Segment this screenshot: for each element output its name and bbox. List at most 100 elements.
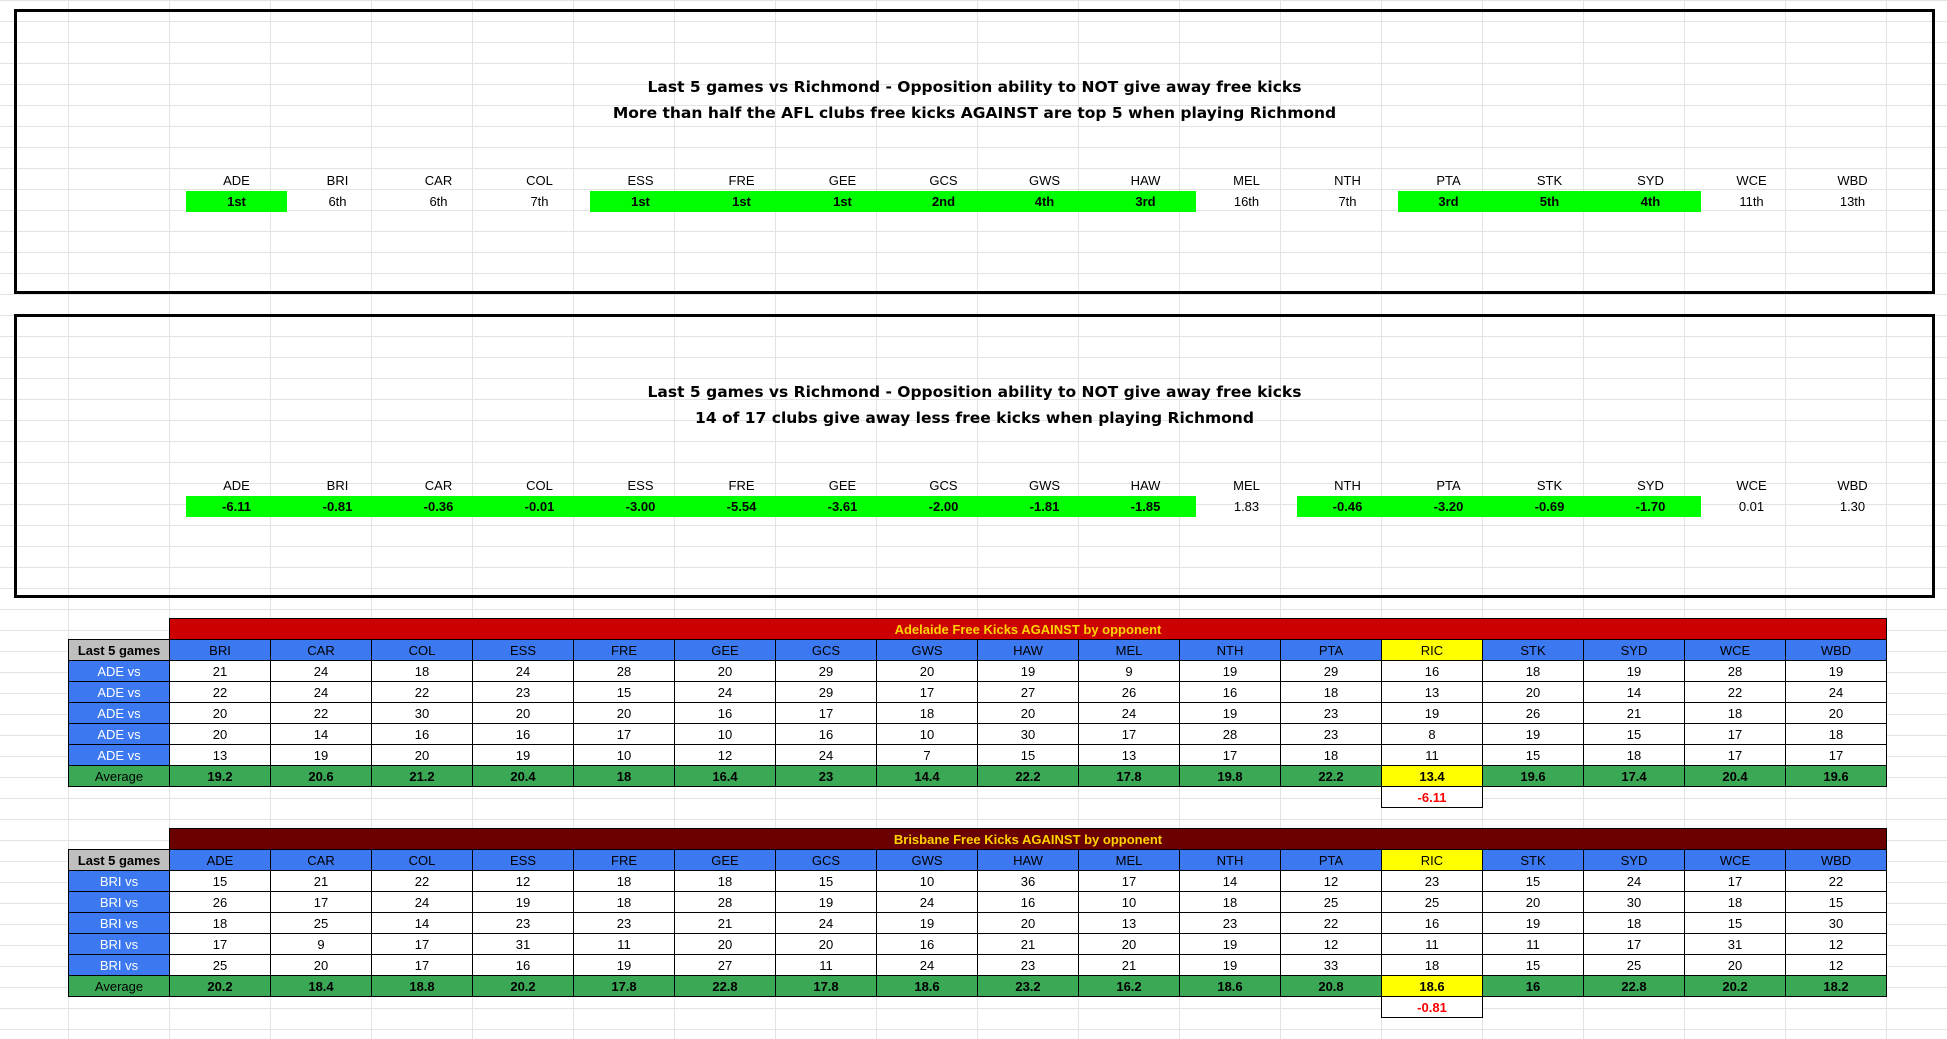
data-cell[interactable]: 15	[1482, 870, 1584, 892]
club-value-cell[interactable]: 0.01	[1738, 499, 1765, 514]
richmond-difference-cell[interactable]: -0.81	[1381, 996, 1483, 1018]
column-header[interactable]: COL	[371, 849, 473, 871]
data-cell[interactable]: 10	[573, 744, 675, 766]
data-cell[interactable]: 22	[1684, 681, 1786, 703]
data-cell[interactable]: 22	[371, 870, 473, 892]
data-cell[interactable]: 24	[371, 891, 473, 913]
data-cell[interactable]: 24	[270, 660, 372, 682]
data-cell[interactable]: 16	[371, 723, 473, 745]
data-cell[interactable]: 27	[674, 954, 776, 976]
data-cell[interactable]: 24	[876, 891, 978, 913]
data-cell[interactable]: 23	[1381, 870, 1483, 892]
average-label[interactable]: Average	[68, 765, 170, 787]
column-header[interactable]: CAR	[270, 849, 372, 871]
data-cell[interactable]: 17	[1078, 723, 1180, 745]
data-cell[interactable]: 16	[775, 723, 877, 745]
column-header[interactable]: ESS	[472, 849, 574, 871]
column-header[interactable]: NTH	[1179, 849, 1281, 871]
column-header[interactable]: BRI	[169, 639, 271, 661]
average-cell[interactable]: 18.6	[1381, 975, 1483, 997]
data-cell[interactable]: 10	[1078, 891, 1180, 913]
column-header[interactable]: RIC	[1381, 849, 1483, 871]
data-cell[interactable]: 15	[169, 870, 271, 892]
average-cell[interactable]: 17.4	[1583, 765, 1685, 787]
data-cell[interactable]: 19	[573, 954, 675, 976]
data-cell[interactable]: 20	[876, 660, 978, 682]
data-cell[interactable]: 19	[775, 891, 877, 913]
club-value-cell[interactable]: -3.00	[590, 496, 691, 517]
club-value-cell[interactable]: 1.30	[1839, 499, 1866, 514]
average-label[interactable]: Average	[68, 975, 170, 997]
data-cell[interactable]: 14	[270, 723, 372, 745]
club-code-cell[interactable]: WCE	[1736, 478, 1767, 493]
club-value-cell[interactable]: 16th	[1233, 194, 1260, 209]
data-cell[interactable]: 18	[573, 870, 675, 892]
average-cell[interactable]: 20.2	[1684, 975, 1786, 997]
data-cell[interactable]: 33	[1280, 954, 1382, 976]
club-code-cell[interactable]: CAR	[424, 173, 453, 188]
data-cell[interactable]: 18	[1280, 681, 1382, 703]
data-cell[interactable]: 21	[169, 660, 271, 682]
column-header[interactable]: HAW	[977, 639, 1079, 661]
data-cell[interactable]: 17	[876, 681, 978, 703]
average-cell[interactable]: 18.6	[1179, 975, 1281, 997]
data-cell[interactable]: 18	[1381, 954, 1483, 976]
data-cell[interactable]: 25	[169, 954, 271, 976]
data-cell[interactable]: 20	[1078, 933, 1180, 955]
club-code-cell[interactable]: PTA	[1436, 173, 1461, 188]
data-cell[interactable]: 12	[1280, 933, 1382, 955]
average-cell[interactable]: 14.4	[876, 765, 978, 787]
data-cell[interactable]: 21	[1078, 954, 1180, 976]
data-cell[interactable]: 15	[1785, 891, 1887, 913]
average-cell[interactable]: 22.8	[1583, 975, 1685, 997]
data-cell[interactable]: 17	[1583, 933, 1685, 955]
column-header[interactable]: PTA	[1280, 639, 1382, 661]
column-header[interactable]: MEL	[1078, 639, 1180, 661]
club-value-cell[interactable]: 7th	[530, 194, 549, 209]
average-cell[interactable]: 19.6	[1785, 765, 1887, 787]
data-cell[interactable]: 23	[977, 954, 1079, 976]
club-value-cell[interactable]: -1.70	[1600, 496, 1701, 517]
data-cell[interactable]: 20	[674, 660, 776, 682]
club-value-cell[interactable]: 2nd	[893, 191, 994, 212]
data-cell[interactable]: 17	[371, 954, 473, 976]
data-cell[interactable]: 20	[674, 933, 776, 955]
average-cell[interactable]: 18.6	[876, 975, 978, 997]
row-label[interactable]: ADE vs	[68, 660, 170, 682]
club-code-cell[interactable]: WBD	[1837, 173, 1868, 188]
club-value-cell[interactable]: 6th	[429, 194, 448, 209]
data-cell[interactable]: 19	[270, 744, 372, 766]
data-cell[interactable]: 7	[876, 744, 978, 766]
data-cell[interactable]: 20	[977, 912, 1079, 934]
data-cell[interactable]: 14	[1583, 681, 1685, 703]
club-code-cell[interactable]: CAR	[424, 478, 453, 493]
column-header[interactable]: ESS	[472, 639, 574, 661]
data-cell[interactable]: 16	[472, 723, 574, 745]
average-cell[interactable]: 23.2	[977, 975, 1079, 997]
data-cell[interactable]: 12	[674, 744, 776, 766]
club-code-cell[interactable]: COL	[526, 478, 553, 493]
data-cell[interactable]: 19	[1179, 954, 1281, 976]
club-value-cell[interactable]: 3rd	[1398, 191, 1499, 212]
data-cell[interactable]: 11	[1381, 933, 1483, 955]
club-value-cell[interactable]: -1.81	[994, 496, 1095, 517]
data-cell[interactable]: 12	[1785, 954, 1887, 976]
data-cell[interactable]: 26	[1482, 702, 1584, 724]
data-cell[interactable]: 20	[1482, 891, 1584, 913]
data-cell[interactable]: 18	[876, 702, 978, 724]
club-code-cell[interactable]: FRE	[728, 478, 755, 493]
column-header[interactable]: COL	[371, 639, 473, 661]
data-cell[interactable]: 17	[1785, 744, 1887, 766]
data-cell[interactable]: 19	[472, 744, 574, 766]
column-header[interactable]: WBD	[1785, 849, 1887, 871]
data-cell[interactable]: 25	[270, 912, 372, 934]
column-header[interactable]: ADE	[169, 849, 271, 871]
club-value-cell[interactable]: 1st	[691, 191, 792, 212]
club-code-cell[interactable]: ADE	[223, 478, 250, 493]
club-code-cell[interactable]: STK	[1536, 478, 1563, 493]
average-cell[interactable]: 19.8	[1179, 765, 1281, 787]
club-value-cell[interactable]: 5th	[1499, 191, 1600, 212]
average-cell[interactable]: 20.4	[472, 765, 574, 787]
data-cell[interactable]: 22	[270, 702, 372, 724]
data-cell[interactable]: 21	[1583, 702, 1685, 724]
